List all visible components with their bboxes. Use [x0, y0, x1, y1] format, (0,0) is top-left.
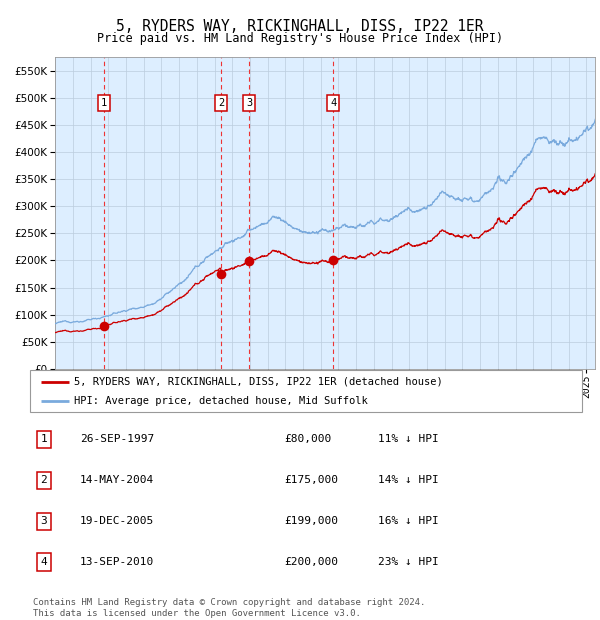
- Text: 2: 2: [40, 475, 47, 485]
- Text: £199,000: £199,000: [284, 516, 338, 526]
- Text: HPI: Average price, detached house, Mid Suffolk: HPI: Average price, detached house, Mid …: [74, 396, 368, 406]
- Text: 4: 4: [330, 98, 336, 108]
- Text: 14-MAY-2004: 14-MAY-2004: [80, 475, 154, 485]
- Text: 1: 1: [101, 98, 107, 108]
- Text: Contains HM Land Registry data © Crown copyright and database right 2024.: Contains HM Land Registry data © Crown c…: [33, 598, 425, 607]
- Text: 3: 3: [246, 98, 253, 108]
- Text: 23% ↓ HPI: 23% ↓ HPI: [378, 557, 439, 567]
- Text: Price paid vs. HM Land Registry's House Price Index (HPI): Price paid vs. HM Land Registry's House …: [97, 32, 503, 45]
- Text: 3: 3: [40, 516, 47, 526]
- Text: This data is licensed under the Open Government Licence v3.0.: This data is licensed under the Open Gov…: [33, 609, 361, 618]
- Text: £175,000: £175,000: [284, 475, 338, 485]
- Text: 5, RYDERS WAY, RICKINGHALL, DISS, IP22 1ER (detached house): 5, RYDERS WAY, RICKINGHALL, DISS, IP22 1…: [74, 376, 443, 386]
- Text: 4: 4: [40, 557, 47, 567]
- Text: 19-DEC-2005: 19-DEC-2005: [80, 516, 154, 526]
- Text: 1: 1: [40, 434, 47, 445]
- Text: 5, RYDERS WAY, RICKINGHALL, DISS, IP22 1ER: 5, RYDERS WAY, RICKINGHALL, DISS, IP22 1…: [116, 19, 484, 33]
- Text: 2: 2: [218, 98, 224, 108]
- Text: 16% ↓ HPI: 16% ↓ HPI: [378, 516, 439, 526]
- Text: 26-SEP-1997: 26-SEP-1997: [80, 434, 154, 445]
- Text: 11% ↓ HPI: 11% ↓ HPI: [378, 434, 439, 445]
- Text: £200,000: £200,000: [284, 557, 338, 567]
- Text: £80,000: £80,000: [284, 434, 331, 445]
- Text: 13-SEP-2010: 13-SEP-2010: [80, 557, 154, 567]
- Text: 14% ↓ HPI: 14% ↓ HPI: [378, 475, 439, 485]
